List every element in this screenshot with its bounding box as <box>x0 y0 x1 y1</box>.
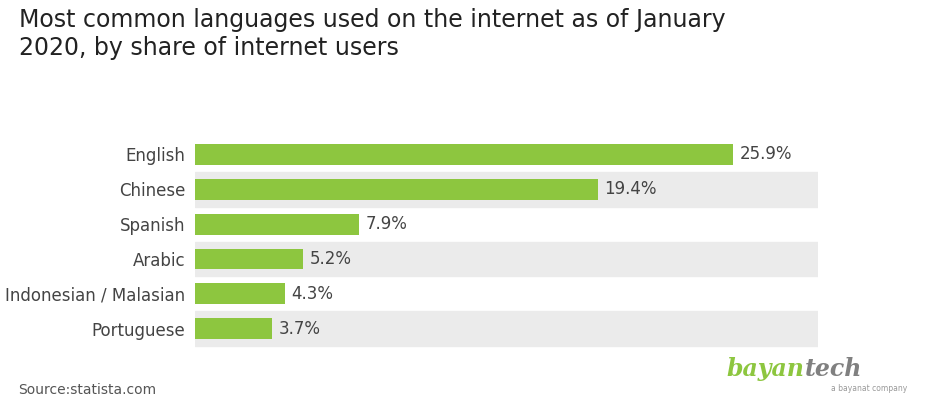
Bar <box>195 318 272 339</box>
Text: 4.3%: 4.3% <box>291 285 333 303</box>
Text: 19.4%: 19.4% <box>604 180 657 198</box>
Text: a bayanat company: a bayanat company <box>831 384 908 393</box>
Bar <box>195 144 733 165</box>
Text: Most common languages used on the internet as of January
2020, by share of inter: Most common languages used on the intern… <box>19 8 725 60</box>
Bar <box>195 241 818 277</box>
Bar <box>195 213 359 234</box>
Bar <box>195 179 598 200</box>
Text: Source:statista.com: Source:statista.com <box>19 383 157 397</box>
Bar <box>195 284 285 305</box>
Text: bayan: bayan <box>726 357 804 381</box>
Bar <box>195 172 818 207</box>
Bar <box>195 249 303 269</box>
Text: 25.9%: 25.9% <box>739 145 792 163</box>
Text: tech: tech <box>804 357 862 381</box>
Text: 5.2%: 5.2% <box>310 250 352 268</box>
Text: 7.9%: 7.9% <box>365 215 407 233</box>
Bar <box>195 311 818 346</box>
Text: 3.7%: 3.7% <box>278 320 320 338</box>
